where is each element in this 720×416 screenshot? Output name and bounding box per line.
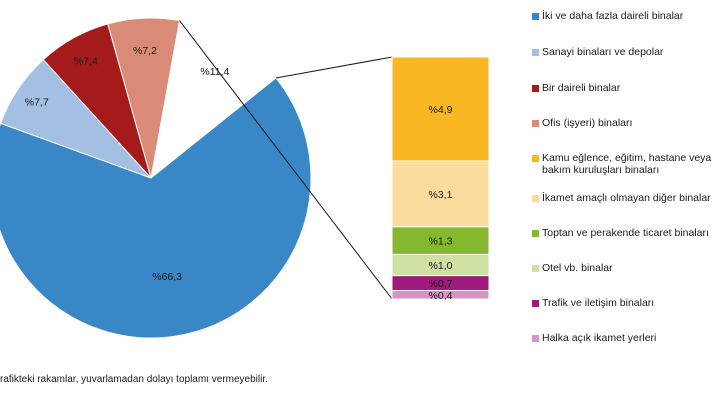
legend-swatch bbox=[532, 265, 539, 272]
legend-swatch bbox=[532, 335, 539, 342]
legend-swatch bbox=[532, 155, 539, 162]
legend-label: Ofis (işyeri) binaları bbox=[542, 117, 633, 129]
footnote: rafikteki rakamlar, yuvarlamadan dolayı … bbox=[0, 374, 268, 385]
bar-segment-kamu-eglence-egitim-hastane-veya-bakim-kuruluslari-binalari bbox=[391, 56, 490, 162]
bar-label-ikamet-amacli-olmayan-diger-binalar: %3,1 bbox=[429, 189, 453, 201]
bar-label-kamu-eglence-egitim-hastane-veya-bakim-kuruluslari-binalari: %4,9 bbox=[429, 104, 453, 116]
legend-swatch bbox=[532, 300, 539, 307]
stacked-bar bbox=[391, 56, 490, 300]
data-labels: %66,3 %7,7 %7,4 %7,2 %11,4 %4,9 %3,1 %1,3 %1,0 %0… bbox=[25, 45, 453, 302]
bar-segment-ikamet-amacli-olmayan-diger-binalar bbox=[391, 160, 490, 228]
connector-line-top bbox=[275, 56, 393, 79]
pie-label-sanayi-binalari-ve-depolar: %7,7 bbox=[25, 96, 49, 108]
legend-label-line2: bakım kuruluşları binaları bbox=[542, 164, 660, 176]
pie-slice-ofis-isyeri-binalari bbox=[107, 17, 181, 179]
legend: İki ve daha fazla daireli binalar Sanayi … bbox=[532, 10, 720, 370]
pie-label-bir-daireli-binalar: %7,4 bbox=[74, 55, 98, 67]
bar-segment-halka-acik-ikamet-yerleri bbox=[391, 290, 490, 300]
legend-swatch bbox=[532, 85, 539, 92]
bar-label-toptan-ve-perakende-ticaret-binalari: %1,3 bbox=[429, 236, 453, 248]
pie-label-ofis-isyeri-binalari: %7,2 bbox=[133, 45, 157, 57]
legend-swatch bbox=[532, 230, 539, 237]
legend-label: Halka açık ikamet yerleri bbox=[542, 332, 657, 344]
pie-area bbox=[0, 17, 312, 339]
legend-label: Kamu eğlence, eğitim, hastane veya bakım … bbox=[542, 152, 712, 176]
legend-label: Bir daireli binalar bbox=[542, 82, 621, 94]
bar-label-trafik-ve-iletisim-binalari: %0,7 bbox=[429, 278, 453, 290]
legend-label: Trafik ve iletişim binaları bbox=[542, 297, 655, 309]
legend-label: Toptan ve perakende ticaret binaları bbox=[542, 227, 709, 239]
legend-label: Otel vb. binalar bbox=[542, 262, 613, 274]
bar-segment-toptan-ve-perakende-ticaret-binalari bbox=[391, 226, 490, 255]
legend-label: İki ve daha fazla daireli binalar bbox=[542, 10, 684, 22]
legend-label: İkamet amaçlı olmayan diğer binalar bbox=[542, 192, 711, 204]
bar-label-halka-acik-ikamet-yerleri: %0,4 bbox=[429, 290, 453, 302]
pie-label-diger: %11,4 bbox=[200, 66, 229, 78]
pie-slice-iki-ve-daha-fazla-daireli-binalar bbox=[0, 77, 312, 339]
connector-lines bbox=[179, 20, 393, 300]
legend-swatch bbox=[532, 13, 539, 20]
connector-line-bottom bbox=[179, 20, 393, 300]
legend-swatch bbox=[532, 195, 539, 202]
pie-slice-diger bbox=[151, 20, 276, 179]
legend-swatch bbox=[532, 49, 539, 56]
pie-label-iki-ve-daha-fazla-daireli-binalar: %66,3 bbox=[152, 271, 182, 283]
legend-label: Sanayi binaları ve depolar bbox=[542, 46, 664, 58]
bar-label-otel-vb-binalar: %1,0 bbox=[429, 260, 453, 272]
legend-swatch bbox=[532, 120, 539, 127]
